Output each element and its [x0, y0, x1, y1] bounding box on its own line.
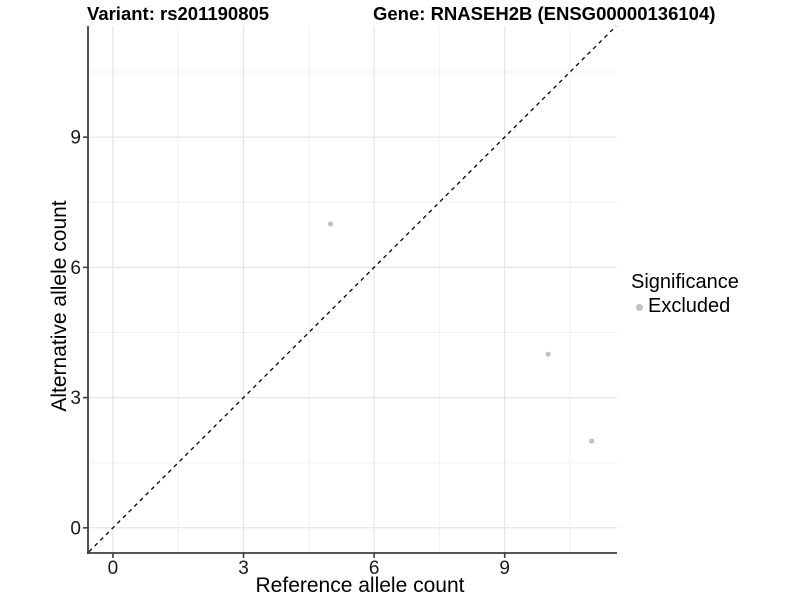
- data-point: [327, 221, 334, 227]
- x-tick-label: 9: [499, 558, 510, 579]
- identity-reference-line: [88, 25, 617, 553]
- legend-point-icon: [636, 304, 643, 311]
- data-point: [589, 438, 595, 444]
- legend-item-excluded: Excluded: [631, 295, 739, 318]
- y-tick-label: 6: [70, 258, 81, 279]
- data-point: [545, 351, 551, 357]
- legend: Significance Excluded: [631, 271, 739, 318]
- y-axis-title: Alternative allele count: [48, 200, 71, 412]
- x-tick-label: 0: [108, 558, 119, 579]
- x-tick-label: 6: [369, 558, 380, 579]
- plot-title-gene: Gene: RNASEH2B (ENSG00000136104): [373, 3, 716, 24]
- legend-item-label: Excluded: [648, 295, 731, 317]
- y-tick-label: 0: [70, 518, 81, 539]
- x-axis-title: Reference allele count: [255, 574, 465, 597]
- y-tick-label: 9: [70, 128, 81, 149]
- y-tick-label: 3: [70, 388, 81, 409]
- legend-title: Significance: [631, 271, 739, 293]
- x-tick-label: 3: [238, 558, 249, 579]
- plot-title-variant: Variant: rs201190805: [87, 3, 270, 24]
